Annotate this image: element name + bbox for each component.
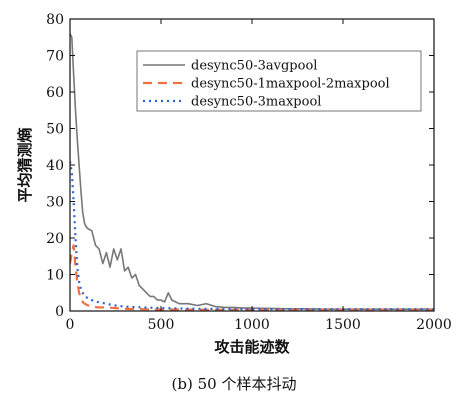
axes-layer: 0 500 1000 1500 2000 0 10 20 30 40 50 60 70 80	[46, 12, 452, 333]
y-tick-label: 0	[55, 304, 64, 320]
legend-label-2: desync50-1maxpool-2maxpool	[191, 77, 390, 92]
series-line-1	[70, 33, 434, 311]
x-tick-label: 1500	[325, 317, 361, 333]
series-line-2	[70, 244, 434, 311]
series-line-3	[70, 161, 434, 311]
legend-label-3: desync50-3maxpool	[191, 95, 321, 110]
legend-box	[136, 50, 422, 112]
x-tick-label: 2000	[416, 317, 452, 333]
x-tick-label: 1000	[234, 317, 270, 333]
y-tick-label: 30	[46, 195, 64, 211]
y-tick-label: 70	[46, 49, 64, 65]
y-tick-label: 60	[46, 85, 64, 101]
y-tick-label: 10	[46, 268, 64, 284]
legend: desync50-3avgpool desync50-1maxpool-2maxp…	[136, 50, 422, 112]
legend-label-1: desync50-3avgpool	[191, 59, 317, 74]
figure-caption: (b) 50 个样本抖动	[172, 375, 297, 393]
x-tick-label: 500	[148, 317, 175, 333]
y-tick-label: 80	[46, 12, 64, 28]
y-tick-label: 40	[46, 158, 64, 174]
y-axis-title: 平均猜测熵	[16, 127, 34, 202]
plot-layer	[70, 33, 434, 311]
y-tick-label: 50	[46, 122, 64, 138]
x-tick-label: 0	[66, 317, 75, 333]
y-tick-label: 20	[46, 231, 64, 247]
x-axis-title: 攻击能迹数	[214, 338, 290, 356]
